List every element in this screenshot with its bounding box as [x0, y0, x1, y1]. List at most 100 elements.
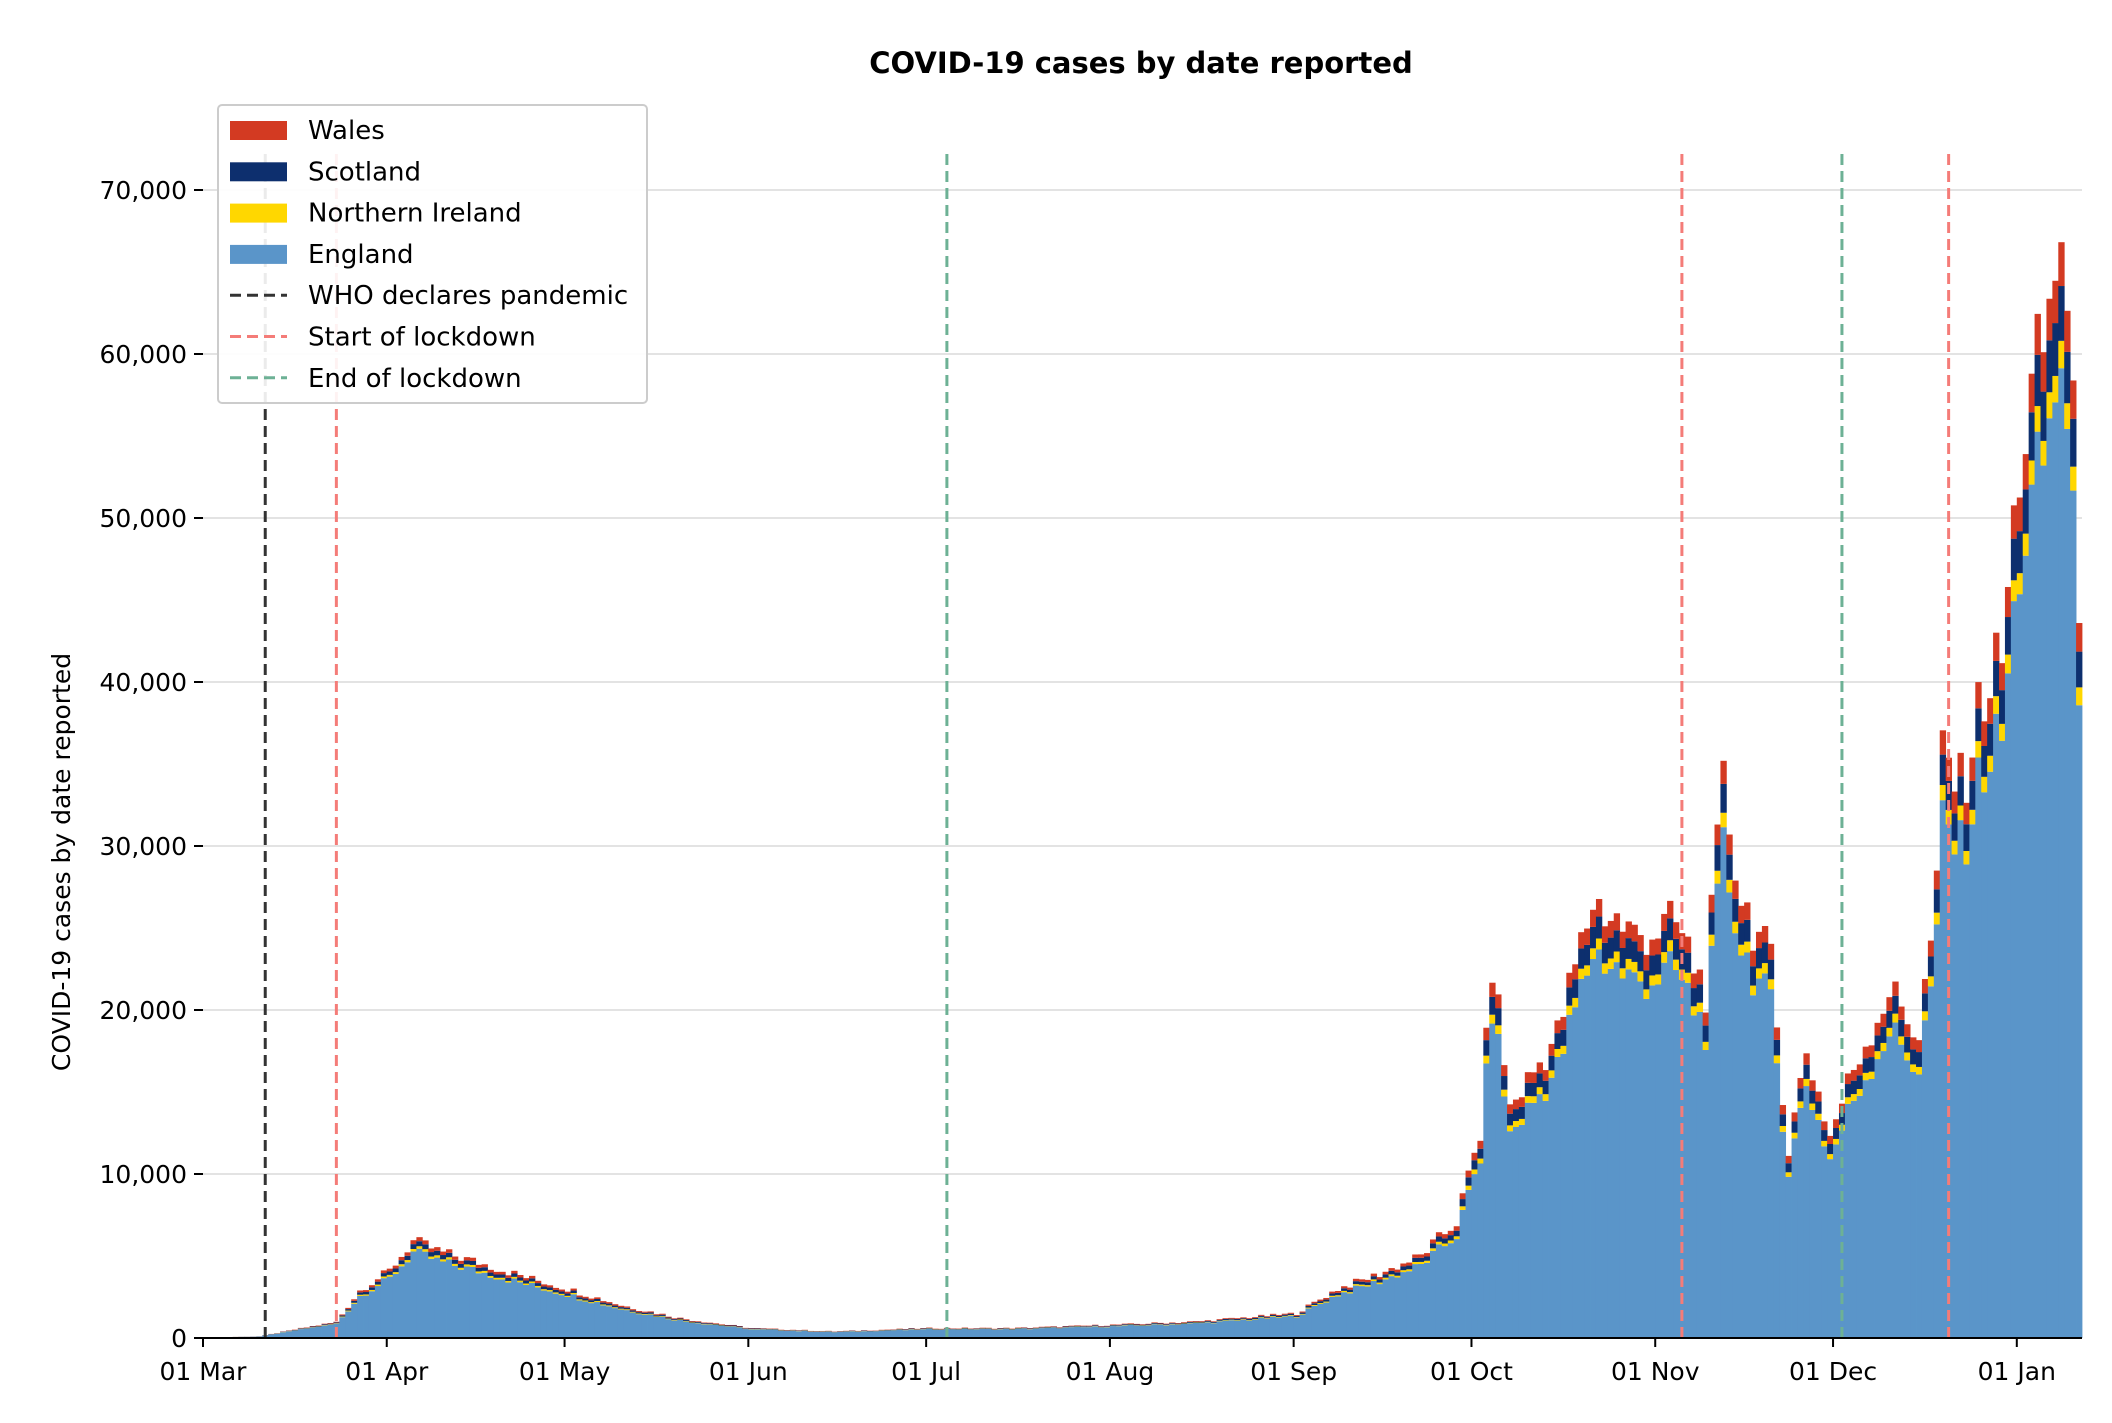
bar-segment-england [594, 1302, 600, 1338]
bar-segment-wales [482, 1264, 488, 1267]
bar-segment-scotland [985, 1328, 991, 1329]
bar-segment-scotland [1051, 1327, 1057, 1328]
bar-segment-northern-ireland [1869, 1072, 1875, 1079]
bar-segment-england [1471, 1174, 1477, 1338]
bar-segment-wales [1074, 1325, 1080, 1326]
bar-segment-england [1009, 1330, 1015, 1338]
x-tick-label: 01 Sep [1250, 1357, 1337, 1386]
bar-segment-scotland [1329, 1293, 1335, 1295]
bar-segment-england [1928, 986, 1934, 1338]
bar-segment-england [2011, 601, 2017, 1338]
bar-segment-northern-ireland [1649, 975, 1655, 985]
bar-segment-england [1732, 933, 1738, 1338]
bar-segment-wales [488, 1270, 494, 1273]
bar-segment-northern-ireland [1614, 952, 1620, 963]
bar-segment-wales [1199, 1321, 1205, 1322]
bar-segment-scotland [1062, 1327, 1068, 1328]
bar-segment-northern-ireland [642, 1314, 648, 1315]
bar-segment-england [493, 1279, 499, 1338]
x-tick-label: 01 Aug [1066, 1357, 1155, 1386]
bar-segment-northern-ireland [1572, 998, 1578, 1007]
bar-segment-wales [642, 1312, 648, 1313]
bar-segment-northern-ireland [1999, 724, 2005, 741]
bar-segment-wales [1205, 1320, 1211, 1321]
bar-segment-northern-ireland [1448, 1240, 1454, 1243]
bar-segment-england [1626, 969, 1632, 1338]
bar-segment-england [861, 1331, 867, 1338]
bar-segment-northern-ireland [1240, 1319, 1246, 1320]
bar-segment-scotland [517, 1278, 523, 1281]
bar-segment-england [683, 1321, 689, 1338]
bar-segment-scotland [642, 1313, 648, 1314]
bar-segment-wales [333, 1322, 339, 1323]
bar-segment-england [1288, 1316, 1294, 1338]
bar-segment-england [1388, 1276, 1394, 1338]
bar-segment-wales [476, 1265, 482, 1268]
x-tick-label: 01 Apr [345, 1357, 429, 1386]
bar-segment-wales [701, 1323, 707, 1324]
bar-segment-scotland [1157, 1324, 1163, 1325]
bar-segment-scotland [1418, 1258, 1424, 1262]
bar-segment-wales [677, 1318, 683, 1319]
bar-segment-northern-ireland [1353, 1284, 1359, 1285]
bar-segment-northern-ireland [1726, 880, 1732, 893]
legend-label-start-of-lockdown: Start of lockdown [308, 323, 536, 353]
bar-segment-scotland [1288, 1314, 1294, 1315]
bar-segment-england [979, 1329, 985, 1338]
bar-segment-england [1341, 1292, 1347, 1338]
bar-segment-england [1892, 1023, 1898, 1338]
bar-segment-scotland [695, 1322, 701, 1323]
bar-segment-scotland [363, 1292, 369, 1294]
bar-segment-england [351, 1304, 357, 1338]
bar-segment-england [1851, 1101, 1857, 1338]
bar-segment-scotland [1471, 1160, 1477, 1169]
bar-segment-scotland [1750, 966, 1756, 985]
bar-segment-england [1786, 1177, 1792, 1338]
bar-segment-wales [1602, 926, 1608, 942]
bar-segment-england [286, 1331, 292, 1338]
bar-segment-england [1726, 892, 1732, 1338]
bar-segment-wales [422, 1240, 428, 1244]
bar-segment-northern-ireland [1365, 1285, 1371, 1286]
bar-segment-england [1637, 981, 1643, 1338]
bar-segment-england [766, 1330, 772, 1338]
bar-segment-scotland [588, 1300, 594, 1302]
bar-segment-wales [1738, 906, 1744, 923]
bar-segment-northern-ireland [1501, 1090, 1507, 1097]
bar-segment-scotland [1531, 1083, 1537, 1096]
bar-segment-wales [665, 1317, 671, 1318]
bar-segment-scotland [1815, 1101, 1821, 1113]
bar-segment-england [1134, 1326, 1140, 1338]
bar-segment-northern-ireland [1827, 1154, 1833, 1159]
bar-segment-scotland [452, 1260, 458, 1264]
bar-segment-wales [1886, 997, 1892, 1011]
bar-segment-northern-ireland [1329, 1296, 1335, 1297]
bar-segment-scotland [1359, 1282, 1365, 1285]
bar-segment-northern-ireland [1347, 1292, 1353, 1293]
bar-segment-wales [1513, 1100, 1519, 1110]
bar-segment-northern-ireland [541, 1289, 547, 1290]
bar-segment-northern-ireland [1489, 1015, 1495, 1024]
bar-segment-england [618, 1310, 624, 1338]
bar-segment-northern-ireland [529, 1281, 535, 1283]
bar-segment-england [1857, 1096, 1863, 1338]
bar-segment-northern-ireland [1963, 851, 1969, 864]
bar-segment-wales [369, 1285, 375, 1287]
bar-segment-northern-ireland [1531, 1096, 1537, 1103]
bar-segment-england [956, 1330, 962, 1338]
bar-segment-scotland [1169, 1323, 1175, 1324]
bar-segment-england [2070, 491, 2076, 1338]
bar-segment-england [1483, 1063, 1489, 1338]
bar-segment-northern-ireland [553, 1292, 559, 1293]
bar-segment-scotland [458, 1264, 464, 1268]
bar-segment-scotland [310, 1327, 316, 1328]
bar-segment-wales [1371, 1274, 1377, 1277]
bar-segment-england [1199, 1323, 1205, 1338]
bar-segment-wales [1128, 1323, 1134, 1324]
bar-segment-wales [1762, 926, 1768, 942]
bar-segment-england [1163, 1325, 1169, 1338]
bar-segment-scotland [1258, 1316, 1264, 1317]
bar-segment-england [2035, 432, 2041, 1338]
bar-segment-northern-ireland [1513, 1121, 1519, 1127]
